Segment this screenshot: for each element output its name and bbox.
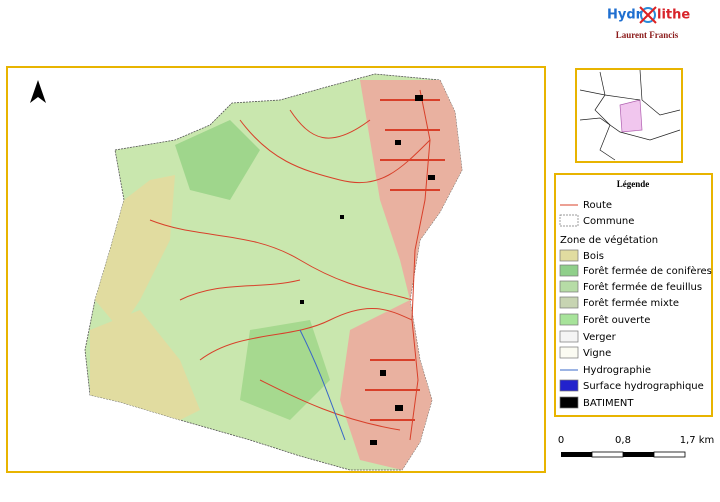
legend-label: Forêt fermée de conifères (583, 265, 712, 277)
legend-label: Forêt fermée de feuillus (583, 281, 702, 293)
legend-title: Légende (617, 179, 650, 189)
legend-label: Hydrographie (583, 365, 651, 376)
logo-right: lithe (657, 8, 690, 23)
legend-symbol (559, 330, 579, 343)
legend-symbol (559, 264, 579, 277)
legend-label: Vigne (583, 348, 611, 359)
author: Laurent Francis (616, 30, 679, 40)
legend-items: Route Commune Zone de végétation Bois Forêt … (559, 200, 712, 409)
map (84, 73, 463, 471)
scale-label: 0 (558, 435, 564, 446)
legend-label: Zone de végétation (560, 234, 658, 246)
legend-symbol (559, 396, 579, 409)
legend-label: Surface hydrographique (583, 381, 704, 392)
legend-label: Commune (583, 216, 634, 227)
legend-label: BATIMENT (583, 398, 634, 409)
north-arrow (30, 80, 46, 103)
legend-symbol (559, 313, 579, 326)
legend-label: Forêt fermée mixte (583, 297, 679, 309)
inset-map (579, 69, 681, 161)
legend-frame (554, 173, 713, 417)
legend-symbol (559, 346, 579, 359)
legend-symbol (559, 280, 579, 293)
legend-label: Bois (583, 251, 604, 262)
legend-symbol (559, 379, 579, 392)
logo-left: Hydr (607, 8, 643, 23)
legend-label: Verger (583, 332, 617, 343)
scale-bar: 0 0,8 1,7 km (558, 435, 715, 458)
scale-label: 1,7 km (680, 435, 715, 446)
legend-symbol (559, 214, 579, 227)
legend-symbol (559, 249, 579, 262)
legend-label: Route (583, 200, 612, 211)
legend-label: Forêt ouverte (583, 314, 650, 326)
logo-icon (639, 6, 657, 24)
scale-label: 0,8 (615, 435, 631, 446)
legend-symbol (559, 296, 579, 309)
